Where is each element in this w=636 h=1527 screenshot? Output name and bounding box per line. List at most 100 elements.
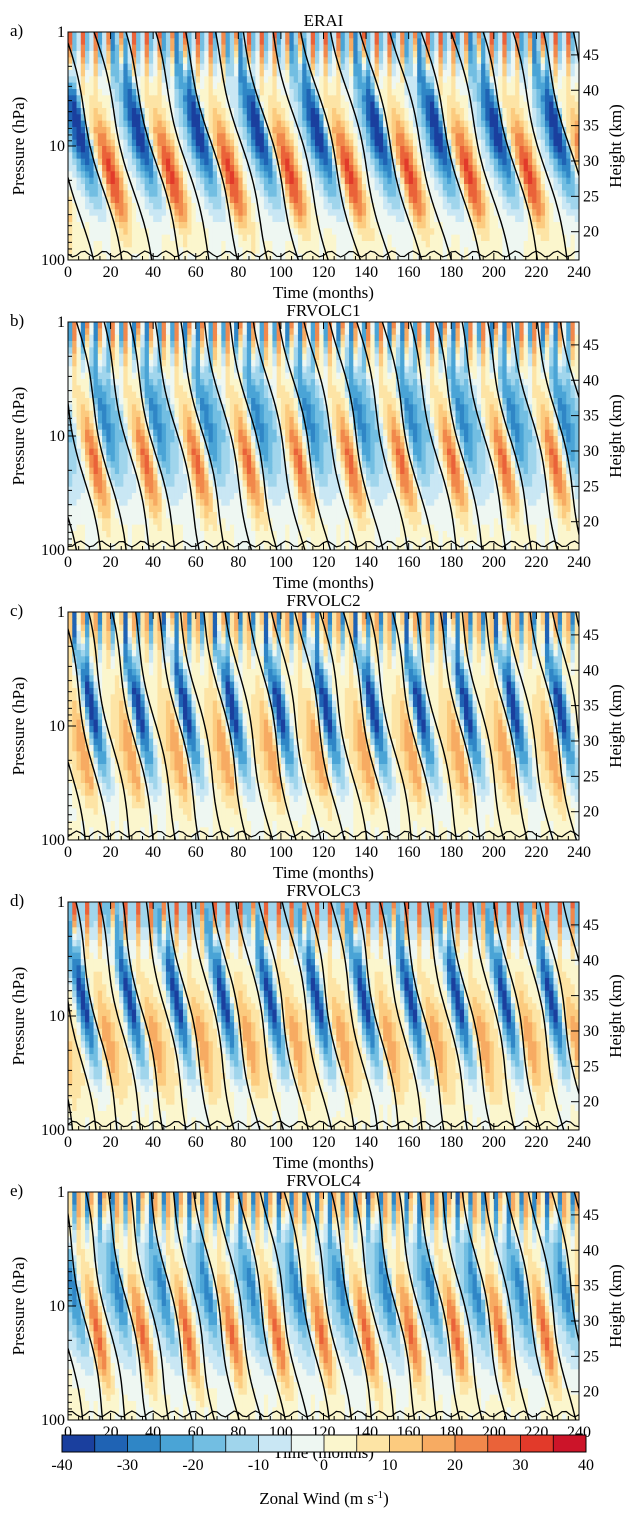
heatmap-cell <box>234 190 239 197</box>
heatmap-cell <box>157 152 162 159</box>
heatmap-cell <box>217 152 222 159</box>
heatmap-cell <box>494 146 499 153</box>
heatmap-cell <box>332 222 337 229</box>
heatmap-cell <box>511 127 516 134</box>
heatmap-cell <box>157 241 162 248</box>
heatmap-cell <box>217 222 222 229</box>
heatmap-cell <box>260 83 265 90</box>
heatmap-cell <box>498 184 503 191</box>
heatmap-cell <box>473 89 478 96</box>
heatmap-cell <box>426 216 431 223</box>
heatmap-cell <box>536 216 541 223</box>
heatmap-cell <box>221 335 226 342</box>
heatmap-cell <box>511 76 516 83</box>
heatmap-cell <box>204 83 209 90</box>
heatmap-cell <box>132 209 137 216</box>
heatmap-cell <box>272 184 277 191</box>
heatmap-cell <box>336 203 341 210</box>
heatmap-cell <box>545 247 550 254</box>
heatmap-cell <box>268 335 273 342</box>
heatmap-cell <box>268 70 273 77</box>
heatmap-cell <box>145 203 150 210</box>
heatmap-cell <box>460 102 465 109</box>
heatmap-cell <box>123 121 128 128</box>
heatmap-cell <box>536 209 541 216</box>
heatmap-cell <box>549 222 554 229</box>
heatmap-cell <box>277 95 282 102</box>
heatmap-cell <box>315 171 320 178</box>
heatmap-cell <box>149 347 154 354</box>
heatmap-cell <box>494 32 499 39</box>
heatmap-cell <box>234 76 239 83</box>
heatmap-cell <box>353 216 358 223</box>
heatmap-cell <box>370 335 375 342</box>
heatmap-cell <box>311 32 316 39</box>
heatmap-cell <box>519 235 524 242</box>
heatmap-cell <box>336 76 341 83</box>
heatmap-cell <box>447 216 452 223</box>
heatmap-cell <box>234 235 239 242</box>
heatmap-cell <box>260 127 265 134</box>
heatmap-cell <box>417 203 422 210</box>
heatmap-cell <box>485 133 490 140</box>
heatmap-cell <box>536 108 541 115</box>
heatmap-cell <box>128 347 133 354</box>
heatmap-cell <box>332 190 337 197</box>
heatmap-cell <box>264 76 269 83</box>
heatmap-cell <box>447 89 452 96</box>
heatmap-cell <box>362 102 367 109</box>
heatmap-cell <box>426 322 431 329</box>
heatmap-cell <box>187 235 192 242</box>
heatmap-cell <box>132 216 137 223</box>
heatmap-cell <box>255 152 260 159</box>
heatmap-cell <box>102 76 107 83</box>
heatmap-cell <box>285 114 290 121</box>
heatmap-cell <box>136 64 141 71</box>
heatmap-cell <box>281 322 286 329</box>
heatmap-cell <box>196 241 201 248</box>
heatmap-cell <box>243 95 248 102</box>
heatmap-cell <box>77 241 82 248</box>
heatmap-cell <box>396 45 401 52</box>
heatmap-cell <box>85 335 90 342</box>
heatmap-cell <box>174 102 179 109</box>
heatmap-cell <box>217 140 222 147</box>
heatmap-cell <box>324 328 329 335</box>
heatmap-cell <box>507 165 512 172</box>
heatmap-cell <box>166 133 171 140</box>
heatmap-cell <box>511 45 516 52</box>
heatmap-cell <box>507 38 512 45</box>
heatmap-cell <box>524 38 529 45</box>
heatmap-cell <box>277 197 282 204</box>
heatmap-cell <box>123 335 128 342</box>
heatmap-cell <box>179 114 184 121</box>
heatmap-cell <box>68 328 73 335</box>
heatmap-cell <box>102 241 107 248</box>
heatmap-cell <box>426 171 431 178</box>
heatmap-cell <box>226 241 231 248</box>
heatmap-cell <box>200 70 205 77</box>
heatmap-cell <box>400 108 405 115</box>
heatmap-cell <box>106 95 111 102</box>
heatmap-cell <box>464 247 469 254</box>
heatmap-cell <box>532 165 537 172</box>
heatmap-cell <box>341 51 346 58</box>
heatmap-cell <box>558 184 563 191</box>
heatmap-cell <box>234 140 239 147</box>
heatmap-cell <box>324 335 329 342</box>
heatmap-cell <box>81 184 86 191</box>
heatmap-cell <box>255 322 260 329</box>
heatmap-cell <box>468 70 473 77</box>
heatmap-cell <box>341 32 346 39</box>
heatmap-cell <box>179 57 184 64</box>
heatmap-cell <box>285 127 290 134</box>
heatmap-cell <box>217 127 222 134</box>
heatmap-cell <box>417 89 422 96</box>
heatmap-cell <box>349 64 354 71</box>
heatmap-cell <box>400 146 405 153</box>
heatmap-cell <box>132 89 137 96</box>
heatmap-cell <box>502 152 507 159</box>
heatmap-cell <box>562 178 567 185</box>
heatmap-cell <box>166 146 171 153</box>
heatmap-cell <box>387 184 392 191</box>
